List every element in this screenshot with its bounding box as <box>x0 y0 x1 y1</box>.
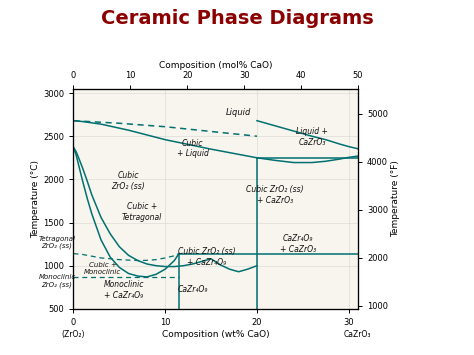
X-axis label: Composition (wt% CaO): Composition (wt% CaO) <box>162 330 270 339</box>
Text: Ceramic Phase Diagrams: Ceramic Phase Diagrams <box>100 9 374 28</box>
Text: Cubic ZrO₂ (ss)
+ CaZr₄O₉: Cubic ZrO₂ (ss) + CaZr₄O₉ <box>178 247 235 267</box>
Text: Tetragonal
ZrO₂ (ss): Tetragonal ZrO₂ (ss) <box>38 236 75 249</box>
Text: CaZr₄O₉: CaZr₄O₉ <box>178 285 208 294</box>
Text: Liquid: Liquid <box>226 108 251 116</box>
Text: Cubic +
Tetragonal: Cubic + Tetragonal <box>122 202 163 222</box>
Y-axis label: Temperature (°F): Temperature (°F) <box>391 160 400 237</box>
Text: Monoclinic
ZrO₂ (ss): Monoclinic ZrO₂ (ss) <box>38 274 75 288</box>
Text: Cubic
+ Liquid: Cubic + Liquid <box>177 138 209 158</box>
Text: Cubic
ZrO₂ (ss): Cubic ZrO₂ (ss) <box>112 171 146 191</box>
Text: Cubic ZrO₂ (ss)
+ CaZrO₃: Cubic ZrO₂ (ss) + CaZrO₃ <box>246 185 304 204</box>
Text: CaZrO₃: CaZrO₃ <box>344 330 372 339</box>
Y-axis label: Temperature (°C): Temperature (°C) <box>32 160 41 238</box>
X-axis label: Composition (mol% CaO): Composition (mol% CaO) <box>159 61 273 70</box>
Text: Liquid +
CaZrO₃: Liquid + CaZrO₃ <box>296 127 328 147</box>
Text: Monoclinic
+ CaZr₄O₉: Monoclinic + CaZr₄O₉ <box>104 280 144 300</box>
Text: (ZrO₂): (ZrO₂) <box>62 330 85 339</box>
Text: CaZr₄O₉
+ CaZrO₃: CaZr₄O₉ + CaZrO₃ <box>280 234 316 254</box>
Text: Cubic +
Monoclinic: Cubic + Monoclinic <box>84 262 121 275</box>
